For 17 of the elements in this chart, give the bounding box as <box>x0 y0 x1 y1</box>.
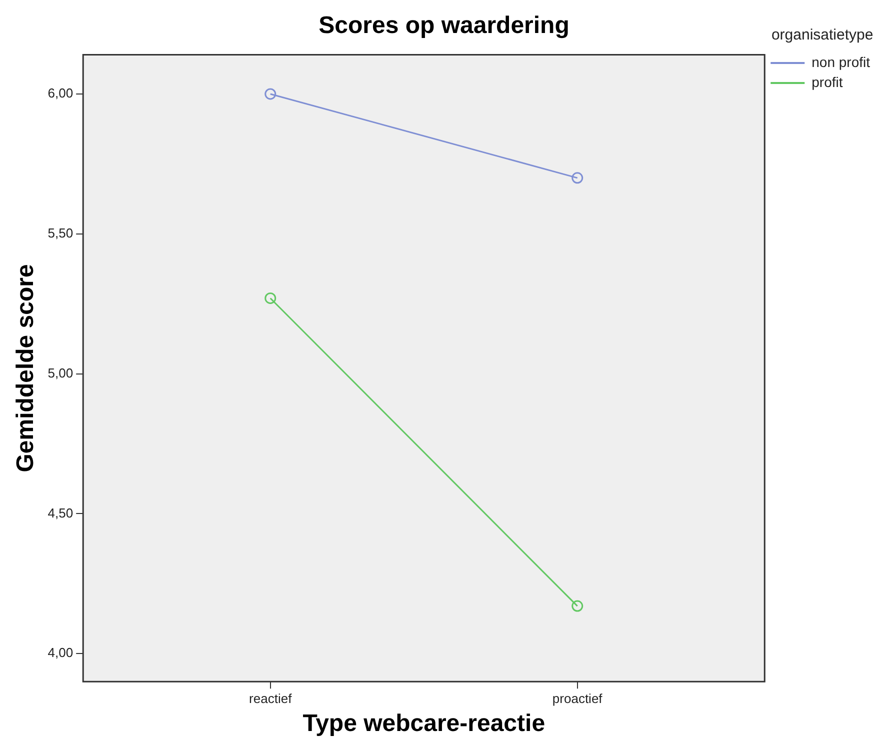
legend-title: organisatietype <box>771 26 874 44</box>
y-axis-title: Gemiddelde score <box>12 264 40 472</box>
point <box>264 88 276 100</box>
y-tick-label: 6,00 <box>48 86 74 101</box>
point <box>572 600 584 612</box>
point <box>572 172 584 184</box>
y-tick-label: 4,50 <box>48 505 74 520</box>
x-axis-title: Type webcare-reactie <box>302 710 546 738</box>
x-tick-label: proactief <box>552 690 603 706</box>
legend-label: non profit <box>812 54 870 70</box>
chart-title: Scores op waardering <box>318 12 570 40</box>
y-tick-label: 5,50 <box>48 225 74 240</box>
y-tick-label: 4,00 <box>48 645 74 660</box>
point <box>264 292 276 304</box>
y-tick-label: 5,00 <box>48 365 74 380</box>
legend-label: profit <box>812 74 843 90</box>
x-tick-label: reactief <box>249 690 292 706</box>
